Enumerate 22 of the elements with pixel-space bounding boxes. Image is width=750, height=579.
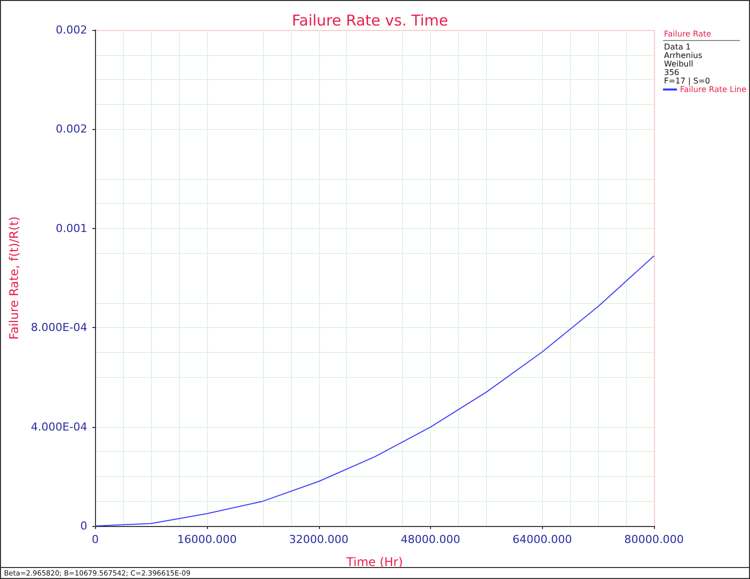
text: F=17 | S=0 bbox=[664, 76, 710, 86]
x-tick-label: 32000.000 bbox=[289, 533, 349, 546]
text: 356 bbox=[664, 68, 680, 77]
text: Data 1 bbox=[664, 42, 691, 52]
x-tick-label: 16000.000 bbox=[177, 533, 237, 546]
y-tick-label: 0.002 bbox=[56, 122, 88, 136]
x-axis-title: Time (Hr) bbox=[345, 555, 403, 569]
y-tick-label: 0.002 bbox=[56, 24, 88, 36]
text: Weibull bbox=[664, 60, 694, 68]
y-axis-title: Failure Rate, f(t)/R(t) bbox=[7, 216, 21, 340]
legend-label: Failure Rate Line bbox=[680, 85, 746, 94]
text: Arrhenius bbox=[664, 51, 702, 60]
chart-title: Failure Rate vs. Time bbox=[292, 12, 448, 30]
x-tick-label: 80000.000 bbox=[624, 533, 684, 546]
x-tick-label: 64000.000 bbox=[512, 533, 572, 546]
x-tick-label: 48000.000 bbox=[400, 533, 460, 546]
x-tick-label: 0 bbox=[92, 533, 99, 546]
y-tick-label: 0 bbox=[80, 520, 88, 532]
y-tick-label: 4.000E-04 bbox=[30, 420, 88, 434]
y-tick-label: 0.001 bbox=[56, 222, 88, 235]
legend-title: Failure Rate bbox=[664, 30, 712, 38]
y-tick-label: 8.000E-04 bbox=[30, 321, 88, 334]
